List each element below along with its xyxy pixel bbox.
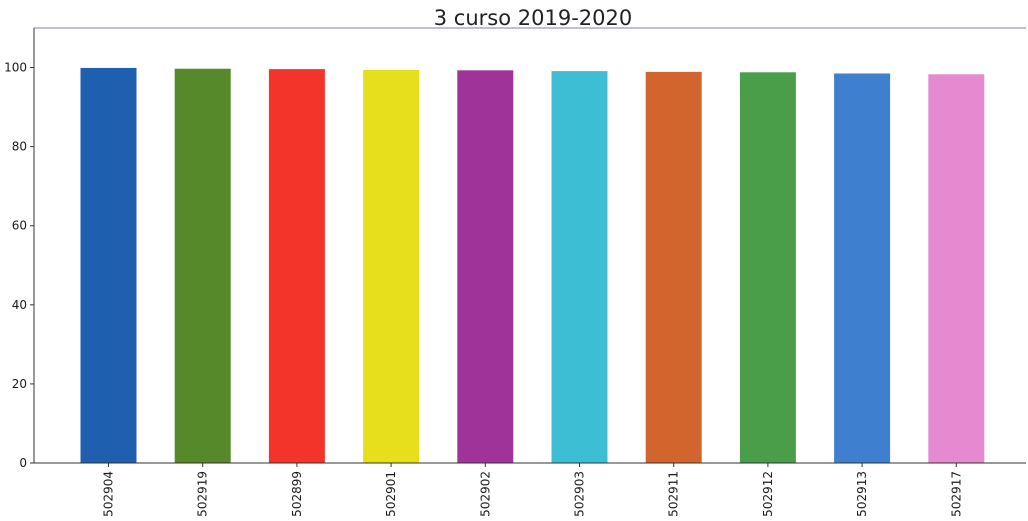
x-tick-label: 502899 xyxy=(290,471,304,517)
y-tick-label: 60 xyxy=(12,219,27,233)
bar-502917 xyxy=(928,74,985,463)
y-tick-label: 0 xyxy=(19,456,27,470)
y-tick-label: 40 xyxy=(12,298,27,312)
x-tick-label: 502901 xyxy=(384,471,398,517)
bar-502904 xyxy=(80,67,137,463)
bar-502899 xyxy=(268,69,325,464)
bar-502919 xyxy=(174,68,231,464)
x-tick-label: 502919 xyxy=(196,471,210,517)
y-tick-label: 80 xyxy=(12,140,27,154)
y-tick-label: 20 xyxy=(12,377,27,391)
x-tick-label: 502903 xyxy=(573,471,587,517)
bar-502911 xyxy=(645,71,702,464)
y-axis: 0 20 40 60 80 100 xyxy=(4,28,35,470)
x-tick-label: 502902 xyxy=(478,471,492,517)
x-tick-label: 502904 xyxy=(102,471,116,517)
bar-502913 xyxy=(834,73,891,464)
chart-title: 3 curso 2019-2020 xyxy=(434,6,632,30)
bar-502903 xyxy=(551,71,608,463)
x-tick-label: 502912 xyxy=(761,471,775,517)
x-axis: 502904 502919 502899 502901 502902 502903 5029… xyxy=(34,27,1026,517)
bar-502912 xyxy=(739,72,796,464)
x-tick-label: 502913 xyxy=(855,471,869,517)
y-tick-label: 100 xyxy=(4,61,27,75)
bars-group xyxy=(80,67,985,464)
bar-502901 xyxy=(363,69,420,463)
x-tick-label: 502911 xyxy=(667,471,681,517)
x-tick-label: 502917 xyxy=(949,471,963,517)
bar-502902 xyxy=(457,70,514,464)
